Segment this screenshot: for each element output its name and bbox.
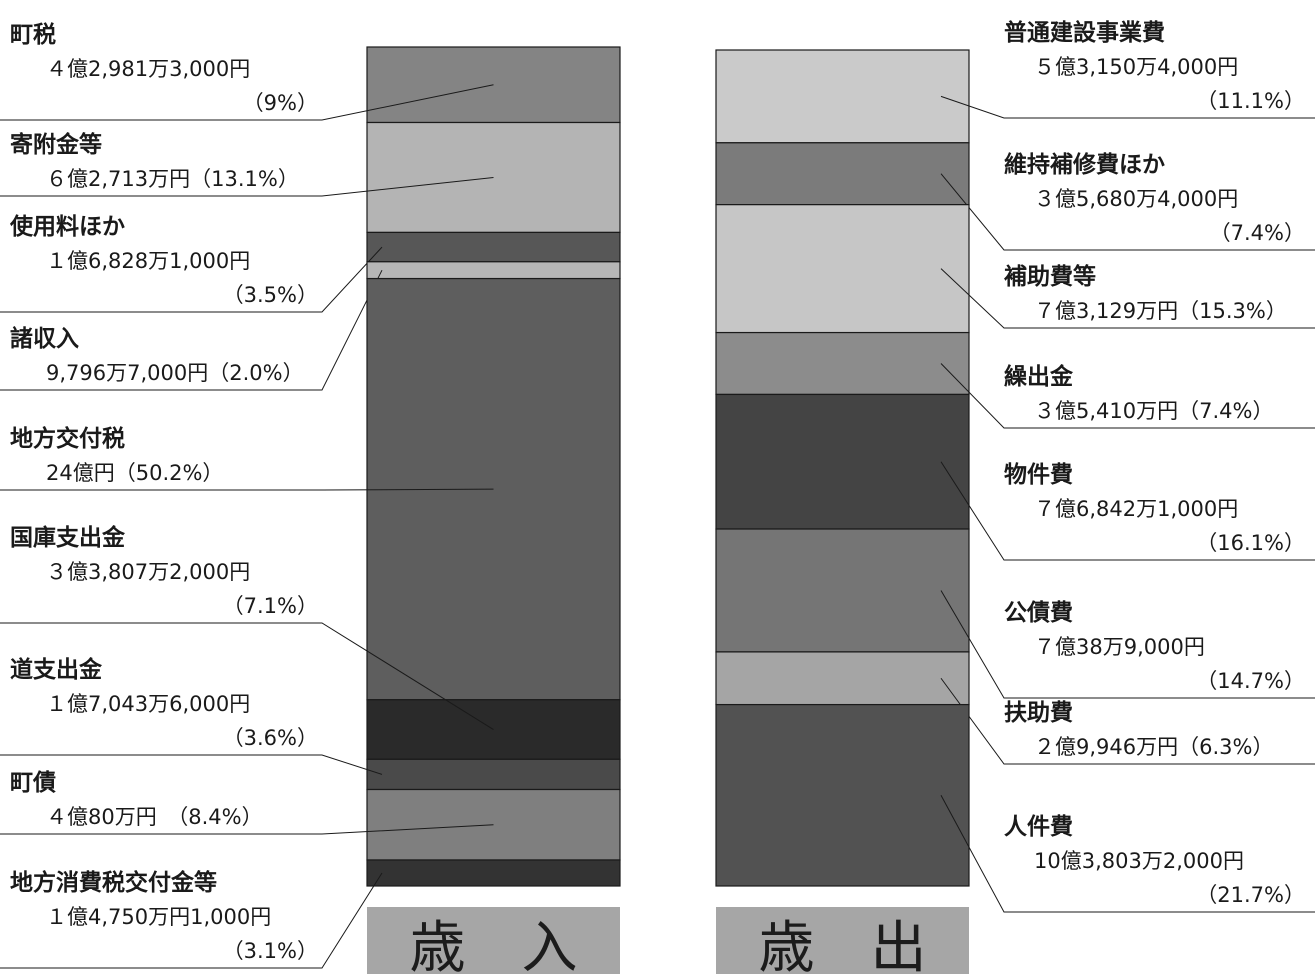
expense-label-amount: 10億3,803万2,000円 [1034, 849, 1244, 873]
income-label-amount: １億4,750万円1,000円 [46, 905, 271, 929]
income-leader-line [0, 824, 494, 835]
expense-label-percent: （14.7%） [1196, 669, 1305, 693]
income-leader-line [0, 269, 383, 391]
income-label-percent: （9%） [243, 91, 318, 115]
expense-bar-segment [715, 204, 970, 334]
income-leader-line [0, 84, 494, 121]
income-leader-line [0, 176, 494, 197]
income-label-amount: １億7,043万6,000円 [46, 692, 250, 716]
expense-bar-segment [715, 393, 970, 530]
expense-label-amount: ３億5,680万4,000円 [1034, 187, 1238, 211]
expense-label-amount: ３億5,410万円（7.4%） [1034, 399, 1273, 423]
expense-caption: 歳 出 [759, 916, 927, 974]
expense-leader-line [940, 268, 1315, 329]
income-label-percent: （3.6%） [223, 726, 318, 750]
income-leader-line [0, 754, 383, 775]
income-leader-line [0, 488, 494, 491]
income-label-percent: （7.1%） [223, 594, 318, 618]
expense-leader-line [940, 363, 1315, 429]
income-bar-segment [366, 758, 621, 791]
expense-label-percent: （21.7%） [1196, 883, 1305, 907]
expense-caption-panel [716, 907, 969, 974]
expense-label-name: 繰出金 [1004, 363, 1074, 390]
income-label-percent: （3.5%） [223, 283, 318, 307]
expense-label-amount: ７億6,842万1,000円 [1034, 497, 1238, 521]
expense-leader-line [940, 173, 1315, 251]
expense-label-name: 補助費等 [1003, 263, 1096, 290]
income-group: 町税 ４億2,981万3,000円 （9%） 寄附金等 ６億2,713万円（13.1%）… [0, 21, 621, 974]
income-label-name: 諸収入 [10, 325, 79, 352]
income-bar-segment [366, 261, 621, 280]
income-label-name: 町税 [10, 21, 56, 48]
expense-label-percent: （11.1%） [1196, 89, 1305, 113]
expense-bar-segment [715, 331, 970, 396]
income-label-amount: ４億80万円 （8.4%） [46, 805, 263, 829]
income-label-name: 町債 [10, 770, 56, 796]
expense-group: 普通建設事業費 ５億3,150万4,000円 （11.1%） 維持補修費ほか ３億5,6… [715, 19, 1315, 974]
expense-label-name: 維持補修費ほか [1004, 151, 1165, 178]
income-caption: 歳 入 [410, 916, 578, 974]
income-label-name: 寄附金等 [10, 131, 102, 158]
income-label-name: 使用料ほか [9, 214, 125, 240]
expense-bar-segment [715, 528, 970, 653]
expense-leader-line [940, 590, 1315, 699]
income-label-percent: （3.1%） [223, 939, 318, 963]
expense-label-amount: ７億38万9,000円 [1034, 635, 1205, 659]
expense-label-name: 扶助費 [1004, 699, 1073, 726]
income-leader-line [0, 872, 383, 969]
income-leader-line [0, 246, 383, 313]
expense-label-name: 物件費 [1004, 461, 1073, 488]
expense-bar-segment [715, 703, 970, 887]
income-label-amount: ６億2,713万円（13.1%） [46, 167, 299, 191]
expense-bar-segment [715, 49, 970, 144]
expense-bar-segment [715, 651, 970, 706]
income-label-amount: 24億円（50.2%） [46, 461, 223, 485]
expense-label-amount: ２億9,946万円（6.3%） [1034, 735, 1273, 759]
income-caption-panel [367, 907, 620, 974]
income-leader-line [0, 622, 494, 730]
expense-label-name: 人件費 [1004, 814, 1073, 840]
income-label-amount: 9,796万7,000円（2.0%） [46, 361, 304, 385]
income-label-amount: １億6,828万1,000円 [46, 249, 250, 273]
expense-label-name: 普通建設事業費 [1004, 19, 1165, 46]
income-label-name: 道支出金 [10, 656, 103, 683]
expense-label-name: 公債費 [1004, 600, 1073, 626]
income-label-name: 地方消費税交付金等 [10, 869, 217, 896]
income-label-name: 国庫支出金 [10, 524, 126, 551]
income-label-amount: ４億2,981万3,000円 [46, 57, 250, 81]
expense-leader-line [940, 95, 1315, 119]
expense-label-amount: ７億3,129万円（15.3%） [1034, 299, 1287, 323]
income-bar-segment [366, 859, 621, 887]
expense-label-percent: （16.1%） [1196, 531, 1305, 555]
income-bar-segment [366, 231, 621, 263]
expense-label-percent: （7.4%） [1210, 221, 1305, 245]
expense-leader-line [940, 461, 1315, 561]
income-label-name: 地方交付税 [10, 425, 125, 452]
expense-leader-line [940, 795, 1315, 913]
income-label-amount: ３億3,807万2,000円 [46, 560, 250, 584]
expense-bar-segment [715, 142, 970, 206]
expense-label-amount: ５億3,150万4,000円 [1034, 55, 1238, 79]
